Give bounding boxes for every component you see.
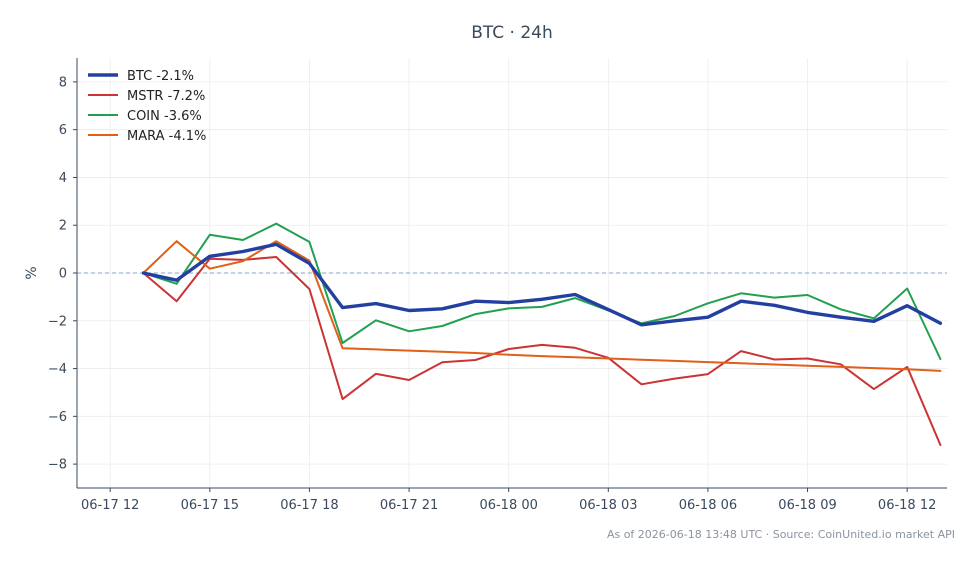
x-tick-label-8: 06-18 12 [878, 498, 936, 513]
y-tick-label-3: 2 [59, 219, 67, 234]
legend-label-2: COIN -3.6% [127, 109, 202, 124]
legend-label-0: BTC -2.1% [127, 69, 194, 84]
x-tick-label-4: 06-18 00 [479, 498, 537, 513]
x-tick-label-5: 06-18 03 [579, 498, 637, 513]
y-tick-label-4: 0 [59, 267, 67, 282]
x-tick-label-0: 06-17 12 [81, 498, 139, 513]
chart-footer: As of 2026-06-18 13:48 UTC · Source: Coi… [607, 528, 955, 541]
x-tick-label-3: 06-17 21 [380, 498, 438, 513]
legend-label-1: MSTR -7.2% [127, 89, 205, 104]
series-line-coin [142, 222, 942, 360]
series-layer [141, 222, 943, 446]
series-line-mara [142, 240, 942, 372]
y-axis-label: % [24, 266, 40, 279]
y-tick-label-6: −4 [48, 362, 67, 377]
legend-label-3: MARA -4.1% [127, 129, 206, 144]
y-tick-label-2: 4 [59, 171, 67, 186]
ticks: 8 6 4 2 0 −2 −4 −6 −8 06-17 12 06-17 15 06-17 18 06-… [48, 75, 937, 513]
legend: BTC -2.1% MSTR -7.2% COIN -3.6% MARA -4.1% [88, 69, 206, 144]
x-tick-label-1: 06-17 15 [181, 498, 239, 513]
x-tick-label-6: 06-18 06 [679, 498, 737, 513]
x-tick-label-2: 06-17 18 [280, 498, 338, 513]
chart-title: BTC · 24h [471, 23, 553, 43]
y-tick-label-8: −8 [48, 458, 67, 473]
series-line-btc [141, 242, 943, 327]
y-tick-label-5: −2 [48, 314, 67, 329]
y-tick-label-7: −6 [48, 410, 67, 425]
y-tick-label-1: 6 [59, 123, 67, 138]
y-tick-label-0: 8 [59, 75, 67, 90]
series-line-mstr [142, 256, 942, 446]
x-tick-label-7: 06-18 09 [778, 498, 836, 513]
